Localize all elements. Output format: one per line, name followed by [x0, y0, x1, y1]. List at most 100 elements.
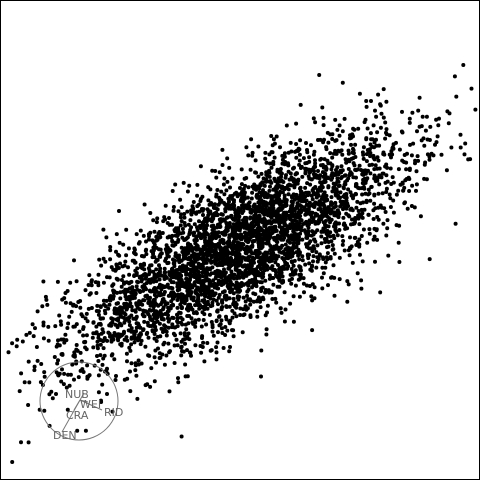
- scatter-point: [414, 188, 418, 193]
- scatter-point: [349, 206, 354, 211]
- scatter-point: [400, 181, 405, 186]
- scatter-point: [273, 227, 278, 232]
- scatter-points: [6, 63, 478, 464]
- scatter-point: [143, 344, 148, 349]
- scatter-point: [250, 278, 255, 283]
- scatter-point: [162, 362, 167, 367]
- scatter-point: [367, 227, 372, 232]
- scatter-point: [103, 304, 108, 309]
- scatter-point: [192, 256, 197, 261]
- scatter-point: [276, 263, 280, 267]
- scatter-point: [282, 319, 287, 324]
- scatter-point: [163, 203, 168, 208]
- scatter-point: [195, 225, 199, 230]
- scatter-point: [319, 156, 324, 161]
- scatter-point: [243, 268, 248, 273]
- scatter-point: [170, 286, 175, 291]
- scatter-point: [115, 323, 120, 328]
- scatter-point: [284, 185, 289, 190]
- scatter-point: [326, 283, 330, 288]
- scatter-point: [294, 155, 299, 160]
- scatter-point: [42, 374, 47, 379]
- scatter-point: [274, 184, 279, 189]
- scatter-point: [312, 246, 317, 251]
- scatter-point: [241, 307, 246, 312]
- scatter-point: [136, 280, 140, 285]
- scatter-point: [114, 267, 119, 271]
- scatter-point: [397, 147, 402, 152]
- scatter-point: [71, 353, 76, 358]
- scatter-point: [317, 220, 322, 224]
- scatter-point: [171, 205, 176, 209]
- scatter-point: [235, 256, 240, 260]
- scatter-point: [263, 150, 268, 155]
- scatter-point: [266, 288, 271, 293]
- scatter-point: [296, 146, 301, 151]
- axis-label-den: DEN: [53, 429, 77, 442]
- scatter-point: [220, 300, 225, 305]
- scatter-point: [340, 242, 345, 247]
- scatter-point: [240, 255, 245, 260]
- scatter-point: [148, 280, 153, 285]
- scatter-point: [44, 297, 49, 302]
- scatter-point: [100, 382, 105, 387]
- scatter-point: [340, 80, 345, 85]
- scatter-point: [299, 189, 304, 194]
- scatter-point: [236, 217, 241, 222]
- scatter-point: [412, 205, 417, 210]
- scatter-point: [206, 198, 211, 203]
- scatter-point: [306, 174, 311, 179]
- scatter-point: [124, 253, 129, 258]
- scatter-point: [258, 305, 263, 310]
- scatter-point: [134, 301, 139, 306]
- scatter-point: [204, 275, 209, 280]
- scatter-point: [201, 318, 206, 322]
- scatter-point: [129, 313, 134, 318]
- scatter-point: [251, 267, 256, 272]
- scatter-point: [128, 348, 133, 353]
- scatter-point: [152, 229, 157, 234]
- scatter-point: [81, 327, 86, 331]
- scatter-point: [332, 213, 337, 218]
- scatter-point: [96, 373, 101, 378]
- scatter-point: [259, 228, 264, 233]
- scatter-point: [124, 227, 129, 232]
- scatter-point: [277, 270, 282, 275]
- scatter-point: [200, 270, 205, 275]
- scatter-point: [212, 271, 217, 276]
- scatter-point: [407, 120, 412, 125]
- scatter-point: [262, 210, 267, 215]
- scatter-point: [322, 204, 327, 208]
- scatter-point: [35, 309, 40, 314]
- scatter-point: [221, 238, 226, 243]
- scatter-point: [131, 329, 136, 334]
- scatter-point: [267, 174, 272, 179]
- scatter-point: [263, 156, 268, 161]
- scatter-point: [108, 257, 113, 262]
- scatter-point: [321, 115, 326, 120]
- scatter-point: [170, 189, 175, 193]
- scatter-point: [65, 289, 70, 293]
- scatter-point: [334, 192, 338, 197]
- scatter-point: [292, 185, 297, 190]
- scatter-point: [283, 213, 288, 218]
- scatter-point: [201, 258, 206, 263]
- scatter-point: [313, 221, 318, 226]
- scatter-point: [138, 290, 143, 294]
- scatter-point: [357, 163, 362, 168]
- scatter-point: [216, 262, 221, 266]
- scatter-point: [150, 238, 155, 243]
- scatter-point: [195, 193, 200, 198]
- scatter-point: [218, 200, 222, 205]
- scatter-point: [56, 358, 60, 363]
- scatter-point: [154, 267, 159, 272]
- scatter-point: [84, 347, 89, 352]
- scatter-point: [105, 366, 109, 371]
- scatter-point: [272, 141, 277, 146]
- scatter-point: [85, 319, 90, 324]
- scatter-point: [154, 238, 159, 243]
- scatter-point: [369, 137, 374, 142]
- scatter-point: [407, 116, 412, 121]
- scatter-point: [179, 434, 184, 439]
- scatter-point: [241, 282, 246, 287]
